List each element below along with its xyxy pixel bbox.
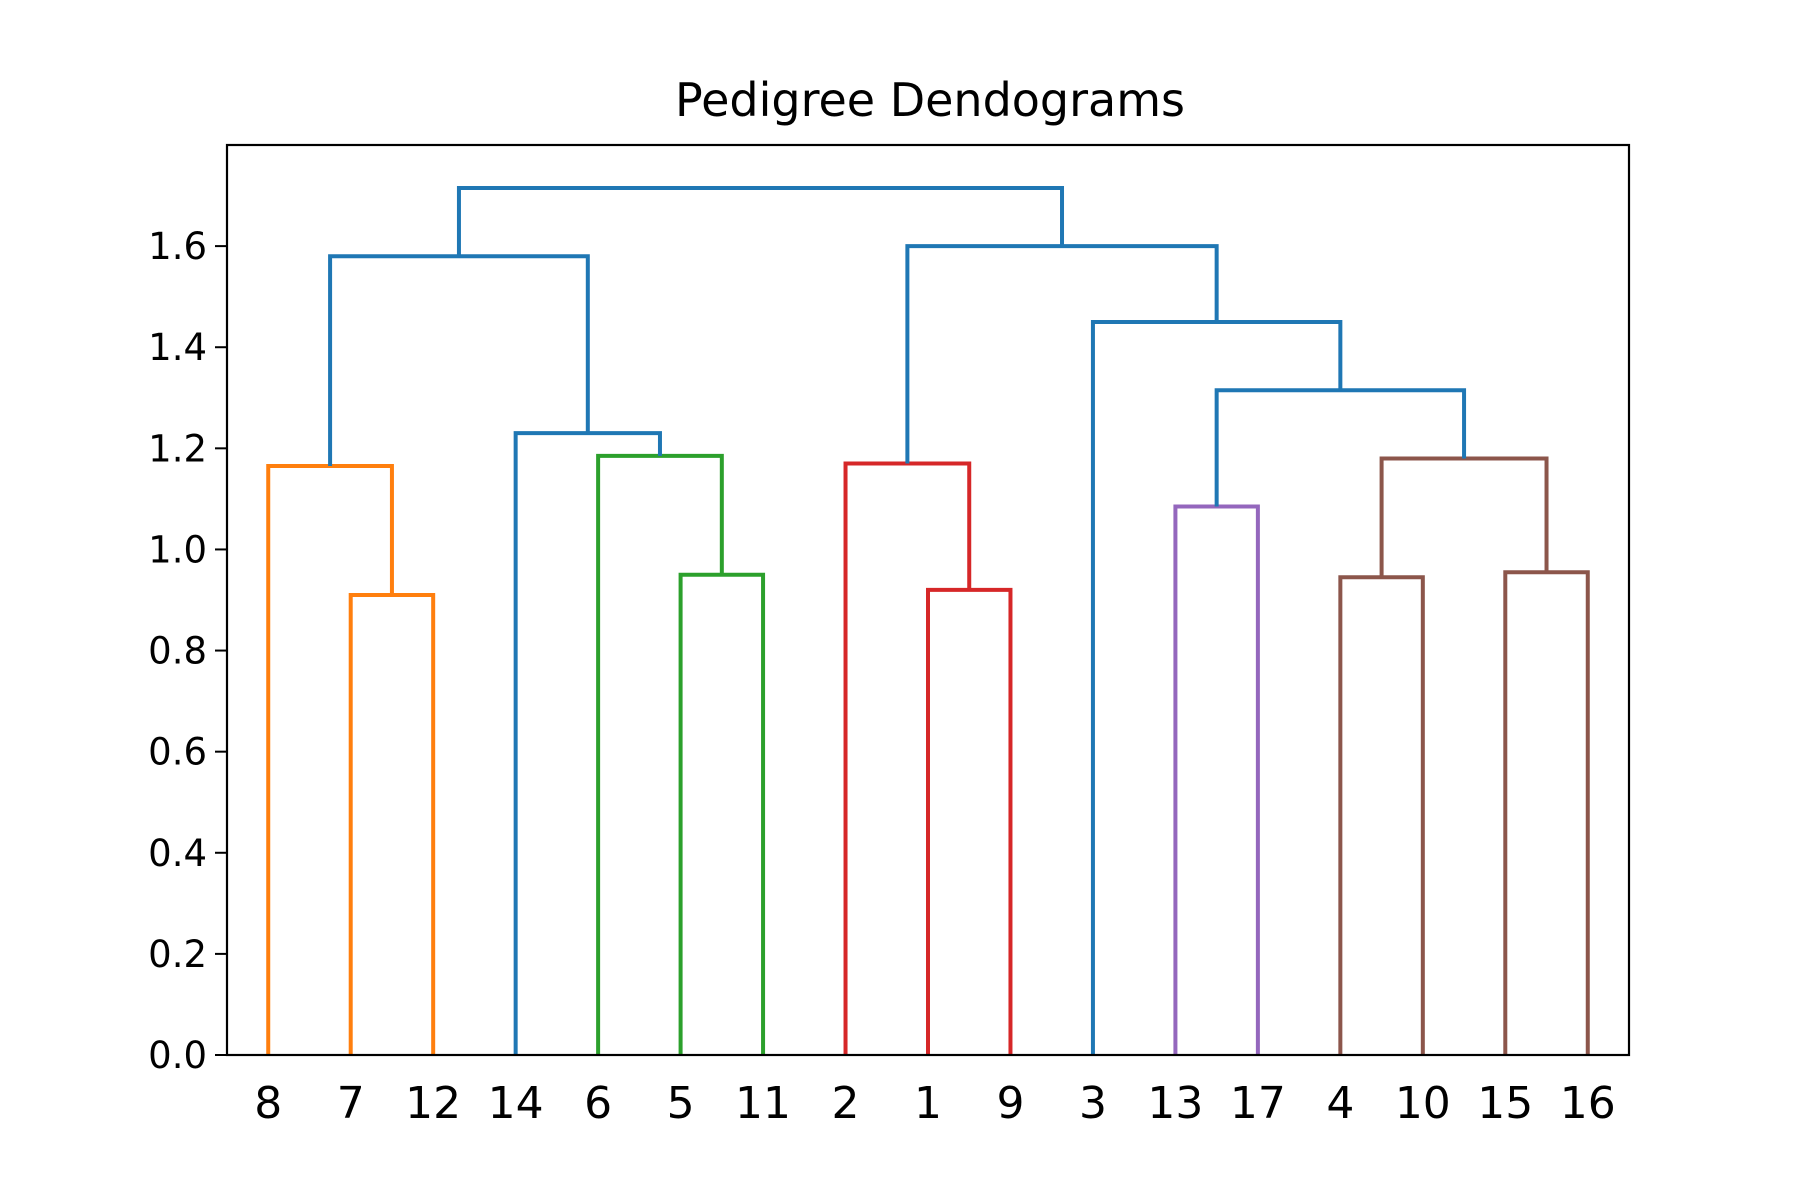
dendrogram-link bbox=[1173, 504, 1260, 1055]
dendrogram-link bbox=[456, 185, 1065, 257]
y-tick-label: 0.6 bbox=[148, 731, 207, 774]
dendrogram-link bbox=[905, 244, 1219, 464]
leaf-label: 3 bbox=[1079, 1078, 1107, 1129]
leaf-label: 13 bbox=[1147, 1078, 1203, 1129]
y-tick-label: 0.4 bbox=[148, 832, 207, 875]
leaf-label: 16 bbox=[1560, 1078, 1616, 1129]
leaf-label: 4 bbox=[1326, 1078, 1354, 1129]
dendrogram-link bbox=[513, 431, 662, 1055]
plot-frame bbox=[225, 143, 1631, 1057]
dendrogram-link bbox=[1379, 456, 1549, 578]
leaf-label: 12 bbox=[405, 1078, 461, 1129]
dendrogram-link bbox=[596, 453, 724, 1055]
leaf-label: 10 bbox=[1395, 1078, 1451, 1129]
leaf-label: 8 bbox=[254, 1078, 282, 1129]
dendrogram-link bbox=[266, 464, 394, 1055]
leaf-label: 2 bbox=[832, 1078, 860, 1129]
dendrogram-link bbox=[678, 572, 766, 1055]
leaf-label: 14 bbox=[488, 1078, 544, 1129]
dendrogram-link bbox=[1338, 575, 1425, 1055]
leaf-label: 7 bbox=[337, 1078, 365, 1129]
chart-title: Pedigree Dendograms bbox=[675, 73, 1185, 127]
dendrogram-link bbox=[1214, 388, 1467, 507]
leaf-label: 11 bbox=[735, 1078, 791, 1129]
y-tick-label: 0.8 bbox=[148, 630, 207, 673]
y-tick-label: 1.4 bbox=[148, 326, 207, 369]
leaf-label: 1 bbox=[914, 1078, 942, 1129]
leaf-label: 5 bbox=[667, 1078, 695, 1129]
dendrogram-link bbox=[348, 592, 436, 1055]
dendrogram-links bbox=[266, 185, 1590, 1055]
dendrogram-link bbox=[926, 587, 1013, 1055]
y-axis: 0.0 0.2 0.4 0.6 0.8 1.0 1.2 1.4 1.6 bbox=[148, 225, 227, 1077]
x-axis: 8 7 12 14 6 5 11 2 1 9 3 13 17 4 10 15 16 bbox=[254, 1078, 1616, 1129]
y-tick-label: 1.0 bbox=[148, 528, 207, 571]
leaf-label: 9 bbox=[996, 1078, 1024, 1129]
y-tick-label: 0.0 bbox=[148, 1034, 207, 1077]
dendrogram-link bbox=[1503, 570, 1590, 1055]
leaf-label: 17 bbox=[1230, 1078, 1286, 1129]
y-tick-label: 1.6 bbox=[148, 225, 207, 268]
dendrogram-link bbox=[843, 461, 972, 1055]
y-tick-label: 1.2 bbox=[148, 427, 207, 470]
leaf-label: 6 bbox=[584, 1078, 612, 1129]
leaf-label: 15 bbox=[1477, 1078, 1533, 1129]
y-tick-label: 0.2 bbox=[148, 933, 207, 976]
